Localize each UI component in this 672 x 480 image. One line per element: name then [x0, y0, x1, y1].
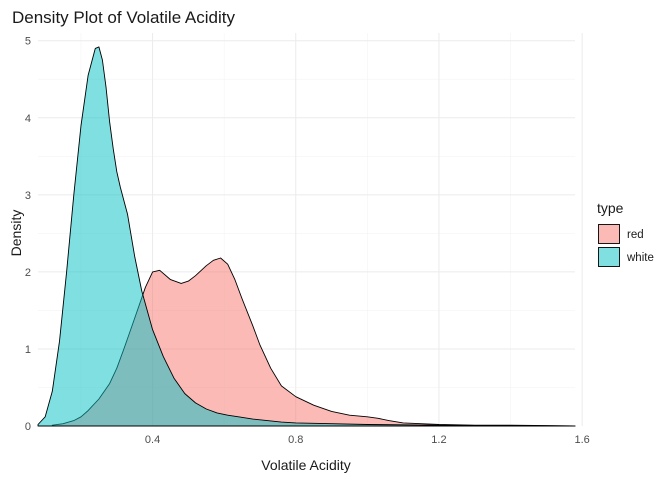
legend-key-red: [598, 224, 620, 244]
y-axis-title: Density: [8, 210, 24, 257]
y-tick-label: 2: [25, 267, 31, 279]
y-tick-label: 4: [25, 113, 31, 125]
legend: type red white: [597, 200, 654, 267]
x-tick-label: 1.6: [575, 434, 590, 446]
y-tick-label: 0: [25, 421, 31, 433]
y-tick-label: 5: [25, 36, 31, 48]
x-axis-ticks: 0.4 0.8 1.2 1.6: [145, 434, 590, 446]
x-axis-title: Volatile Acidity: [261, 457, 351, 473]
x-tick-label: 0.8: [288, 434, 303, 446]
legend-label-white: white: [626, 252, 654, 264]
chart-title: Density Plot of Volatile Acidity: [12, 8, 236, 27]
y-tick-label: 3: [25, 190, 31, 202]
density-areas: [37, 46, 576, 427]
legend-label-red: red: [627, 229, 644, 241]
y-tick-label: 1: [25, 344, 31, 356]
x-tick-label: 1.2: [431, 434, 446, 446]
y-axis-ticks: 0 1 2 3 4 5: [25, 36, 31, 433]
legend-title: type: [597, 200, 624, 216]
density-area-white: [37, 46, 576, 427]
x-tick-label: 0.4: [145, 434, 160, 446]
legend-key-white: [598, 247, 620, 267]
